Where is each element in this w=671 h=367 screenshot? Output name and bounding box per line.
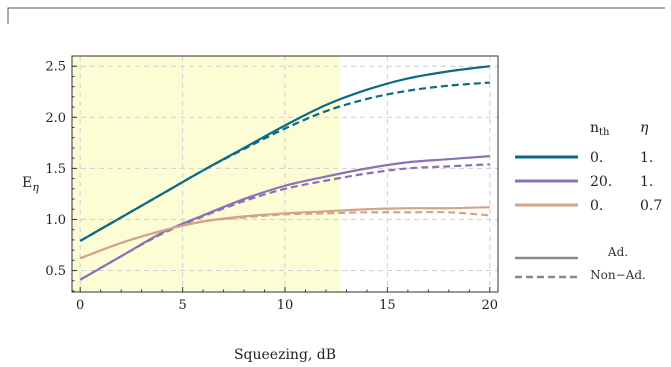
y-tick-label: 2.0 (45, 111, 66, 126)
legend-style-label: Ad. (607, 245, 628, 259)
shaded-region (72, 56, 341, 292)
x-tick-label: 5 (178, 298, 186, 313)
x-tick-label: 0 (76, 298, 84, 313)
series-line-6 (79, 210, 490, 260)
y-tick-label: 1.5 (45, 162, 66, 177)
x-tick-label: 10 (277, 298, 294, 313)
series-line-2 (79, 81, 490, 242)
axis-ticks: 0 5 10 15 20 0.5 1.0 1.5 2.0 2.5 (45, 55, 499, 313)
legend-nth-value: 20. (590, 174, 612, 190)
legend-header-eta: η (640, 120, 649, 136)
legend-eta-value: 1. (640, 150, 653, 166)
y-tick-label: 0.5 (45, 264, 66, 279)
x-tick-label: 15 (379, 298, 396, 313)
legend-header-nth: nth (590, 120, 610, 138)
legend-eta-value: 0.7 (640, 198, 662, 214)
series-lines (79, 65, 490, 281)
legend-nth-value: 0. (590, 198, 603, 214)
x-tick-label: 20 (482, 298, 499, 313)
y-tick-label: 1.0 (45, 213, 66, 228)
legend-style-label: Non−Ad. (590, 268, 646, 282)
legend-nth-value: 0. (590, 150, 603, 166)
series-line-4 (79, 163, 490, 281)
y-axis-label: Eη (22, 175, 39, 194)
frame-corner (7, 7, 665, 24)
legend-eta-value: 1. (640, 174, 653, 190)
plot-area: 0 5 10 15 20 0.5 1.0 1.5 2.0 2.5 (45, 55, 499, 313)
x-axis-label: Squeezing, dB (234, 347, 336, 363)
y-tick-label: 2.5 (45, 60, 66, 75)
legend: nth η 0. 1. 20. 1. 0. 0.7 Ad. Non−Ad. (515, 120, 662, 282)
